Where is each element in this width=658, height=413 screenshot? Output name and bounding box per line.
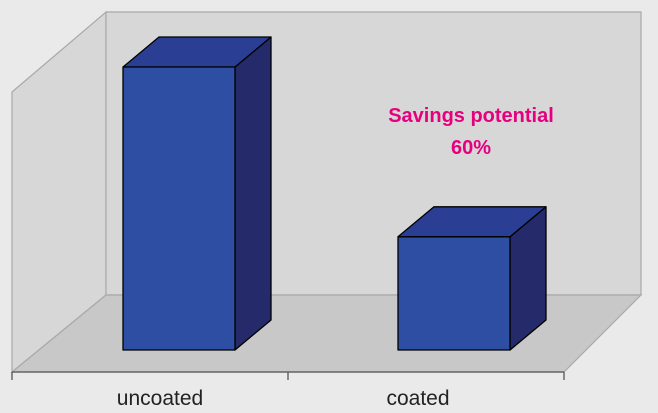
x-tick-label-uncoated: uncoated [117, 387, 203, 410]
annotation-savings-label: Savings potential [388, 105, 554, 127]
x-tick-label-coated: coated [386, 387, 449, 410]
bar-coated-front [397, 236, 511, 351]
bar-uncoated-front [122, 66, 236, 351]
annotation-savings-value: 60% [451, 137, 491, 159]
bars-group [122, 36, 547, 351]
bar-uncoated-side [234, 36, 272, 351]
